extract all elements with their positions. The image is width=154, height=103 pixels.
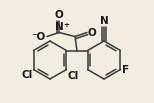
Text: O: O — [88, 28, 97, 37]
Text: Cl: Cl — [67, 70, 79, 81]
Text: ⁻O: ⁻O — [32, 32, 46, 42]
Text: F: F — [122, 64, 130, 74]
Text: N: N — [55, 22, 63, 32]
Text: +: + — [63, 22, 69, 28]
Text: Cl: Cl — [21, 70, 32, 81]
Text: O: O — [55, 9, 63, 19]
Text: N: N — [100, 16, 108, 26]
